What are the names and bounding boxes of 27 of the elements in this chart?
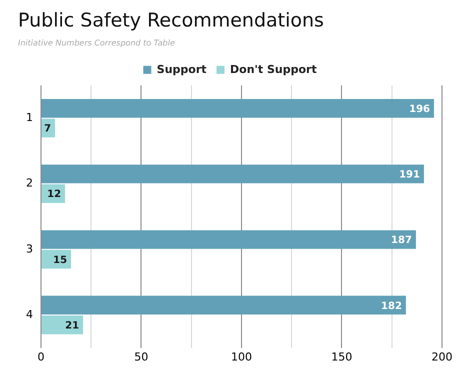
legend-label: Don't Support (230, 62, 317, 76)
chart-title: Public Safety Recommendations (18, 9, 324, 32)
data-label: 21 (65, 320, 80, 332)
legend-label: Support (156, 62, 207, 76)
y-tick-label: 4 (26, 308, 33, 321)
data-label: 191 (399, 170, 420, 181)
x-tick-label: 150 (331, 350, 352, 364)
data-label: 182 (381, 300, 402, 312)
data-label: 196 (409, 104, 430, 115)
bar (42, 230, 416, 249)
x-tick-label: 100 (231, 350, 252, 364)
bar (42, 296, 406, 315)
y-tick-label: 1 (26, 111, 33, 124)
bar (42, 118, 56, 138)
data-label: 7 (44, 124, 52, 135)
bar (42, 164, 424, 184)
data-label: 12 (47, 189, 62, 200)
y-tick-label: 3 (26, 242, 33, 256)
data-label: 187 (391, 235, 412, 246)
chart-subtitle: Initiative Numbers Correspond to Table (18, 38, 175, 48)
y-tick-label: 2 (26, 176, 33, 190)
bar (42, 99, 434, 118)
x-tick-label: 50 (134, 350, 148, 364)
x-tick-label: 0 (38, 350, 44, 364)
bar (42, 315, 84, 334)
x-tick-label: 200 (432, 350, 452, 364)
data-label: 15 (53, 254, 68, 266)
